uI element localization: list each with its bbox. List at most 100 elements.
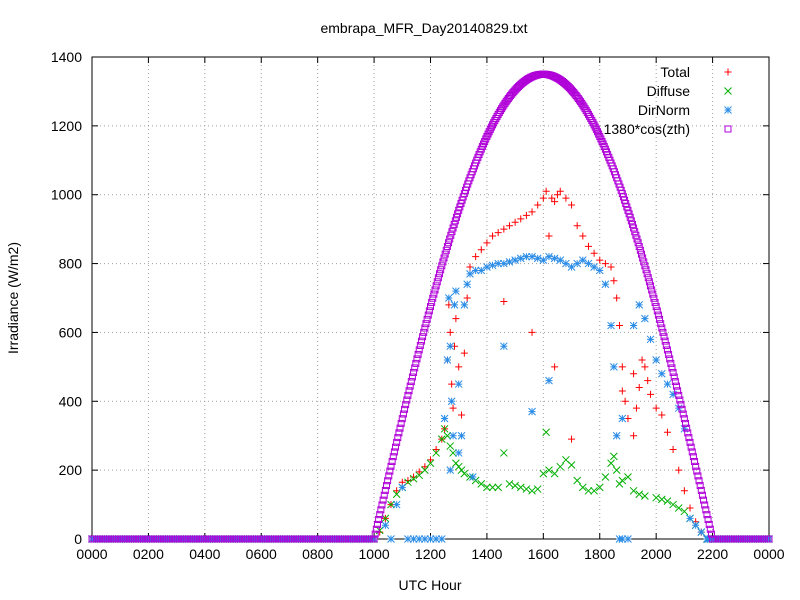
series-point (426, 459, 435, 468)
series-point (704, 516, 712, 524)
series-point (584, 486, 593, 495)
x-tick-label: 0000 (753, 546, 784, 562)
series-point (624, 535, 632, 543)
series-point (601, 260, 609, 268)
series-point (528, 208, 536, 216)
series-point (685, 434, 693, 442)
series-point (567, 461, 576, 469)
legend-label: Diffuse (647, 83, 691, 99)
series-point (408, 373, 416, 381)
y-tick-label: 600 (59, 324, 83, 340)
series-point (428, 298, 436, 306)
series-point (415, 468, 423, 476)
series-point (376, 511, 384, 519)
series-point (539, 469, 548, 478)
series-point (644, 377, 652, 385)
series-point (657, 495, 666, 504)
series-point (449, 404, 457, 412)
series-point (627, 217, 635, 225)
series-point (398, 483, 407, 492)
series-point (590, 249, 598, 257)
y-tick-label: 1400 (51, 49, 82, 65)
series-point (663, 346, 671, 354)
series-point (389, 453, 397, 461)
series-point (443, 243, 451, 251)
series-point (684, 429, 692, 437)
series-point (703, 511, 711, 519)
series-point (388, 457, 396, 465)
y-tick-label: 1200 (51, 118, 82, 134)
series-point (579, 232, 587, 240)
series-point (411, 364, 419, 372)
series-point (533, 485, 542, 493)
y-tick-label: 0 (74, 531, 82, 547)
series-point (589, 119, 597, 127)
series-point (430, 290, 438, 298)
series-point (414, 350, 422, 358)
series-point (595, 483, 604, 492)
x-axis-label: UTC Hour (398, 577, 461, 593)
series-point (485, 128, 493, 136)
series-point (642, 266, 650, 274)
series-point (545, 466, 553, 474)
series-point (584, 242, 592, 250)
series-point (427, 456, 434, 464)
series-point (511, 481, 519, 490)
series-point (542, 428, 551, 437)
series-point (630, 224, 638, 232)
series-point (438, 262, 446, 270)
series-point (692, 462, 700, 470)
series-point (390, 448, 398, 456)
series-point (647, 282, 655, 290)
series-point (596, 132, 604, 140)
series-point (533, 254, 542, 263)
series-point (398, 415, 406, 423)
series-point (588, 117, 596, 125)
series-point (421, 324, 429, 332)
series-point (624, 473, 632, 481)
series-diffuse (88, 424, 773, 543)
series-point (633, 235, 641, 243)
series-point (499, 449, 508, 457)
series-point (652, 356, 661, 364)
series-point (573, 222, 581, 230)
series-point (434, 274, 442, 282)
series-point (639, 254, 647, 262)
y-axis-label: Irradiance (W/m2) (5, 242, 21, 354)
series-point (590, 486, 598, 495)
series-point (700, 496, 708, 504)
x-tick-label: 0600 (246, 546, 277, 562)
series-point (463, 294, 471, 302)
series-point (607, 263, 615, 271)
series-point (460, 301, 469, 309)
series-point (545, 376, 553, 385)
series-point (663, 428, 671, 436)
x-tick-label: 2000 (641, 546, 672, 562)
series-point (666, 355, 674, 363)
series-point (440, 424, 449, 433)
series-point (691, 457, 699, 465)
series-point (483, 483, 491, 492)
series-point (539, 194, 547, 202)
series-point (471, 266, 480, 275)
series-point (404, 476, 412, 484)
chart-title: embrapa_MFR_Day20140829.txt (320, 20, 527, 36)
series-point (628, 220, 636, 228)
series-point (372, 525, 380, 533)
y-tick-label: 200 (59, 462, 83, 478)
series-point (528, 407, 536, 416)
series-point (680, 424, 689, 433)
series-point (601, 473, 610, 481)
series-point (413, 355, 421, 363)
series-point (696, 482, 704, 490)
series-point (678, 405, 686, 413)
series-point (477, 480, 486, 488)
series-point (694, 472, 702, 480)
series-point (426, 535, 435, 543)
series-point (651, 298, 659, 306)
series-point (551, 363, 559, 371)
series-point (657, 369, 666, 378)
series-point (654, 311, 662, 319)
series-point (499, 259, 508, 268)
